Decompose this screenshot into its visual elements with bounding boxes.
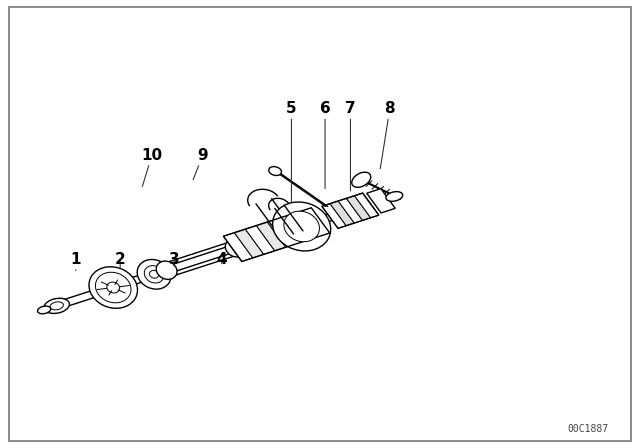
Text: 8: 8	[380, 101, 395, 169]
Polygon shape	[268, 219, 297, 247]
Text: 5: 5	[286, 101, 297, 202]
Polygon shape	[346, 196, 371, 220]
Text: 10: 10	[141, 148, 163, 186]
Polygon shape	[367, 189, 396, 213]
Ellipse shape	[50, 302, 63, 310]
Text: 4: 4	[216, 252, 227, 267]
Ellipse shape	[284, 211, 319, 242]
Polygon shape	[322, 204, 346, 228]
Text: 9: 9	[193, 148, 208, 180]
Ellipse shape	[150, 271, 159, 278]
Ellipse shape	[273, 202, 331, 251]
Polygon shape	[234, 229, 264, 258]
Polygon shape	[223, 233, 253, 262]
Text: 2: 2	[115, 252, 125, 268]
Polygon shape	[278, 215, 308, 244]
Ellipse shape	[44, 298, 69, 314]
Ellipse shape	[107, 282, 120, 293]
Text: 1: 1	[70, 252, 81, 271]
Ellipse shape	[137, 259, 171, 289]
Ellipse shape	[38, 306, 51, 314]
Ellipse shape	[386, 192, 403, 201]
Text: 00C1887: 00C1887	[568, 424, 609, 434]
Ellipse shape	[89, 267, 138, 308]
Polygon shape	[257, 222, 285, 251]
Polygon shape	[355, 193, 379, 218]
Text: 6: 6	[320, 101, 330, 189]
Ellipse shape	[156, 261, 177, 280]
Ellipse shape	[144, 266, 164, 283]
Polygon shape	[330, 201, 355, 226]
Ellipse shape	[352, 172, 371, 187]
Ellipse shape	[95, 272, 131, 303]
Text: 7: 7	[345, 101, 356, 191]
Ellipse shape	[225, 239, 246, 257]
Ellipse shape	[269, 167, 282, 176]
Polygon shape	[245, 225, 275, 254]
Polygon shape	[338, 198, 362, 223]
Polygon shape	[300, 208, 330, 237]
Polygon shape	[289, 211, 319, 240]
Text: 3: 3	[169, 252, 179, 267]
